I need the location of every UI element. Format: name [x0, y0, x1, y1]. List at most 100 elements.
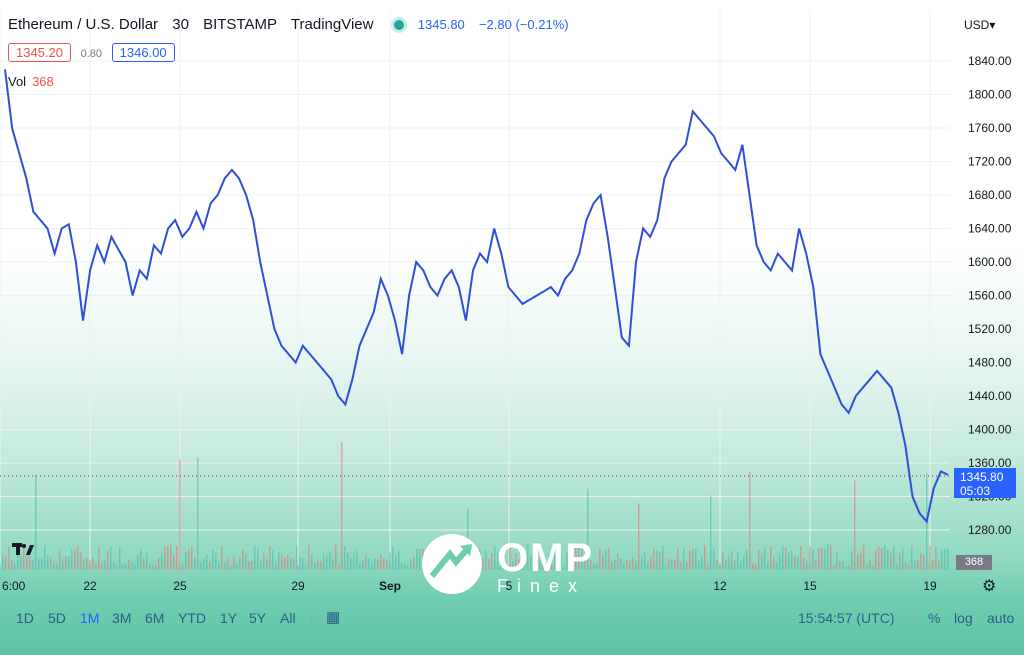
- price-change: −2.80 (−0.21%): [478, 17, 569, 32]
- range-1m[interactable]: 1M: [80, 610, 100, 626]
- volume-bar: [242, 549, 244, 570]
- volume-bar: [803, 557, 805, 570]
- volume-bar: [497, 551, 499, 570]
- volume-bar: [881, 548, 883, 570]
- volume-bar: [107, 550, 109, 570]
- volume-bar: [266, 558, 268, 570]
- bid-button[interactable]: 1345.20: [8, 43, 71, 62]
- y-tick-label: 1840.00: [968, 54, 1012, 68]
- volume-bar: [56, 564, 58, 570]
- volume-bar: [20, 555, 22, 570]
- volume-bar: [26, 556, 28, 570]
- volume-bar: [299, 556, 301, 570]
- y-tick-label: 1520.00: [968, 322, 1012, 336]
- volume-bar: [53, 563, 55, 570]
- volume-bar: [488, 558, 490, 570]
- volume-bar: [860, 552, 862, 570]
- y-tick-label: 1720.00: [968, 155, 1012, 169]
- volume-bar: [896, 564, 898, 570]
- volume-bar: [284, 557, 286, 570]
- y-tick-label: 1680.00: [968, 188, 1012, 202]
- volume-bar: [788, 552, 790, 570]
- gear-icon[interactable]: ⚙: [982, 578, 997, 595]
- x-tick-label: 15: [803, 579, 817, 593]
- symbol-name[interactable]: Ethereum / U.S. Dollar: [8, 16, 159, 33]
- volume-bar: [287, 554, 289, 570]
- utc-clock[interactable]: 15:54:57 (UTC): [798, 610, 895, 626]
- volume-bar: [842, 561, 844, 570]
- watermark-logo-icon: [420, 532, 484, 601]
- volume-bar: [764, 546, 766, 570]
- volume-bar: [335, 544, 337, 570]
- range-1d[interactable]: 1D: [16, 610, 34, 626]
- volume-bar: [872, 565, 874, 570]
- currency-selector[interactable]: USD▾: [964, 18, 995, 32]
- volume-bar: [746, 550, 748, 570]
- volume-bar: [590, 559, 592, 570]
- range-3m[interactable]: 3M: [112, 610, 132, 626]
- range-1y[interactable]: 1Y: [220, 610, 238, 626]
- range-6m[interactable]: 6M: [145, 610, 165, 626]
- volume-bar: [194, 557, 196, 570]
- range-all[interactable]: All: [280, 610, 296, 626]
- x-tick-label: 12: [713, 579, 727, 593]
- volume-bar: [794, 555, 796, 570]
- y-tick-label: 1400.00: [968, 423, 1012, 437]
- volume-bar: [353, 552, 355, 570]
- source-label: TradingView: [290, 16, 374, 33]
- volume-bar: [560, 554, 562, 570]
- volume-bar: [707, 565, 709, 570]
- currency-label: USD: [964, 18, 990, 32]
- volume-bar: [23, 545, 25, 570]
- volume-bar: [338, 565, 340, 570]
- volume-bar: [173, 555, 175, 570]
- y-axis-ticks: 1840.00 1800.00 1760.00 1720.00 1680.00 1640.…: [968, 54, 1012, 537]
- volume-bar: [563, 564, 565, 570]
- volume-bar: [305, 564, 307, 570]
- y-tick-label: 1800.00: [968, 88, 1012, 102]
- volume-bar: [785, 547, 787, 570]
- volume-bar: [857, 554, 859, 570]
- interval-label[interactable]: 30: [172, 16, 189, 33]
- volume-bar: [209, 561, 211, 570]
- volume-bar: [230, 565, 232, 570]
- volume-bar: [362, 560, 364, 570]
- volume-bar: [848, 565, 850, 570]
- volume-bar: [206, 554, 208, 570]
- volume-bar: [719, 563, 721, 570]
- calendar-icon[interactable]: ▦: [326, 609, 341, 626]
- y-tick-label: 1760.00: [968, 121, 1012, 135]
- last-price: 1345.80: [417, 17, 465, 32]
- volume-bar: [815, 560, 817, 570]
- volume-bar: [818, 547, 820, 570]
- volume-bar: [548, 553, 550, 570]
- percent-toggle[interactable]: %: [928, 610, 941, 626]
- volume-bar: [491, 553, 493, 570]
- volume-bar: [689, 550, 691, 570]
- volume-bar: [653, 548, 655, 570]
- volume-bar: [122, 564, 124, 570]
- volume-bar: [170, 544, 172, 570]
- volume-bar: [281, 553, 283, 570]
- volume-bar: [32, 559, 34, 570]
- ask-button[interactable]: 1346.00: [111, 43, 175, 62]
- volume-bar: [884, 544, 886, 570]
- range-ytd[interactable]: YTD: [178, 610, 206, 626]
- volume-bar: [272, 550, 274, 570]
- log-toggle[interactable]: log: [954, 610, 973, 626]
- volume-bar: [248, 560, 250, 570]
- volume-bar: [155, 565, 157, 570]
- volume-bar: [137, 555, 139, 570]
- volume-bar: [35, 474, 37, 570]
- volume-bar: [806, 560, 808, 570]
- volume-bar: [254, 545, 256, 570]
- volume-bar: [179, 459, 181, 570]
- y-tick-label: 1440.00: [968, 389, 1012, 403]
- volume-bar: [947, 548, 949, 570]
- auto-toggle[interactable]: auto: [987, 610, 1015, 626]
- range-5y[interactable]: 5Y: [249, 610, 267, 626]
- volume-bar: [140, 549, 142, 570]
- range-5d[interactable]: 5D: [48, 610, 66, 626]
- tradingview-logo-icon[interactable]: [12, 543, 34, 560]
